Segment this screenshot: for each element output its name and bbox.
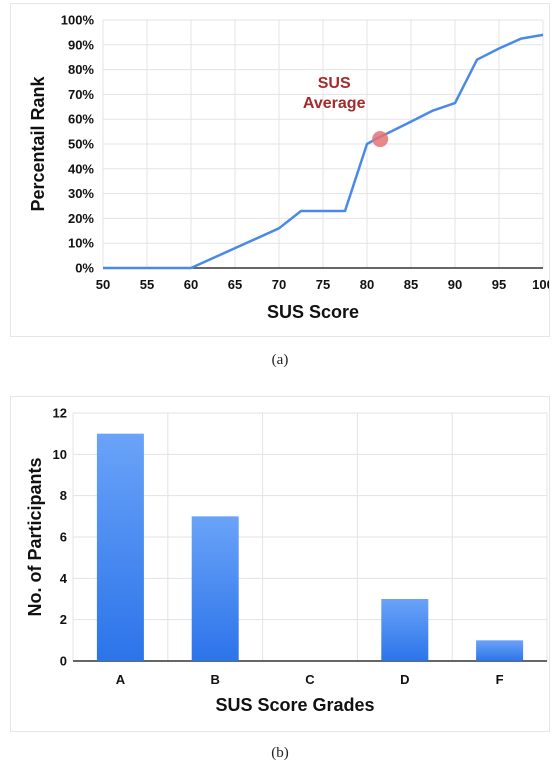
x-tick-label: A [116,672,126,687]
y-tick-label: 80% [68,62,94,77]
bar-a [96,433,144,661]
x-tick-label: 95 [492,277,506,292]
y-tick-label: 6 [60,530,67,545]
y-tick-label: 100% [61,13,95,28]
x-tick-label: 65 [228,277,242,292]
bar-chart: A B C D F 0 2 4 6 8 10 12 SUS Score Grades No. of Par… [25,406,548,715]
x-tick-label: 75 [316,277,330,292]
bar-b [191,516,239,661]
x-tick-label: F [496,672,504,687]
y-axis-title: No. of Participants [25,457,45,616]
y-tick-label: 12 [53,406,67,421]
series-line [103,33,544,270]
bar-d [381,599,429,661]
x-tick-label: 70 [272,277,286,292]
x-tick-label: 90 [448,277,462,292]
x-tick-label: 50 [96,277,110,292]
y-tick-label: 2 [60,612,67,627]
sus-average-marker [372,131,389,148]
line-chart: 50 55 60 65 70 75 80 85 90 95 100 0% 10% 20% 30% 40% 50%… [28,13,554,323]
x-axis-title: SUS Score [267,302,359,322]
caption-a: (a) [271,352,289,368]
y-tick-label: 70% [68,87,94,102]
annotation-label: SUS [318,75,351,92]
x-tick-label: 80 [360,277,374,292]
x-tick-label: 55 [140,277,154,292]
caption-b: (b) [271,745,289,761]
y-tick-label: 8 [60,488,67,503]
y-tick-label: 4 [60,571,68,586]
y-tick-label: 60% [68,112,94,127]
bar-chart-panel: A B C D F 0 2 4 6 8 10 12 SUS Score Grades No. of Par… [10,396,550,732]
x-tick-label: C [305,672,315,687]
x-tick-label: 60 [184,277,198,292]
y-tick-label: 0 [60,654,67,669]
x-tick-label: D [400,672,409,687]
y-tick-label: 40% [68,161,94,176]
x-axis-title: SUS Score Grades [215,695,374,715]
y-tick-label: 20% [68,211,94,226]
y-tick-label: 30% [68,186,94,201]
y-tick-label: 10 [53,447,67,462]
y-axis-title: Percentail Rank [28,75,48,211]
y-tick-label: 50% [68,137,94,152]
y-tick-label: 10% [68,236,94,251]
annotation-label: Average [303,95,366,112]
bar-f [476,640,524,661]
x-tick-label: 85 [404,277,418,292]
x-tick-label: B [211,672,220,687]
line-chart-panel: 50 55 60 65 70 75 80 85 90 95 100 0% 10% 20% 30% 40% 50%… [10,3,554,337]
y-tick-label: 0% [75,261,94,276]
x-tick-label: 100 [532,277,549,292]
y-tick-label: 90% [68,37,94,52]
